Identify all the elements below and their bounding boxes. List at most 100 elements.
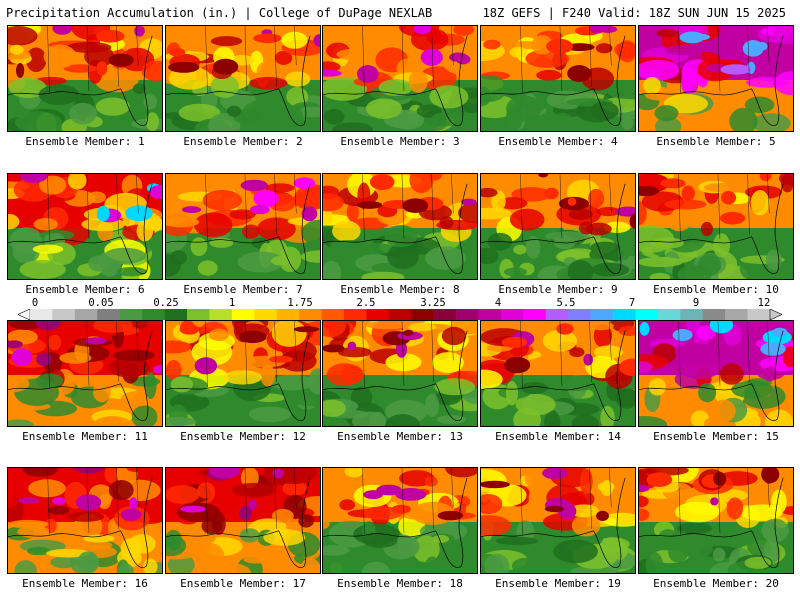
precip-contour: [407, 561, 434, 573]
colorbar-tick-label: 3.25: [420, 297, 446, 309]
heavy-precip-core: [194, 357, 218, 375]
precip-contour: [197, 260, 218, 276]
colorbar-swatch: [52, 309, 76, 320]
coastline: [323, 477, 468, 569]
state-borders: [520, 468, 612, 535]
heavy-precip-core: [18, 497, 39, 504]
heavy-precip-core: [481, 480, 510, 489]
precip-contour: [344, 468, 364, 478]
coastline: [166, 477, 311, 569]
ensemble-member-label: Ensemble Member: 3: [340, 135, 460, 148]
state-borders: [205, 26, 297, 93]
heavy-precip-core: [546, 38, 573, 54]
precipitation-map: [8, 26, 162, 131]
colorbar-swatch: [680, 309, 704, 320]
heavy-precip-core: [679, 31, 705, 44]
precip-contour: [765, 249, 782, 271]
colorbar-swatch: [747, 309, 771, 320]
precip-contour: [8, 26, 38, 46]
heavy-precip-core: [250, 205, 270, 215]
precip-contour: [227, 105, 242, 117]
precip-contour: [594, 345, 623, 360]
heavy-precip-core: [757, 41, 768, 51]
precip-contour: [504, 267, 528, 277]
ensemble-map-panel: [322, 173, 478, 280]
ensemble-member-label: Ensemble Member: 10: [653, 283, 779, 296]
heavy-precip-core: [567, 65, 592, 82]
heavy-precip-core: [449, 52, 468, 62]
heavy-precip-core: [96, 205, 110, 222]
colorbar-swatch: [500, 309, 524, 320]
precipitation-map: [639, 321, 793, 426]
heavy-precip-core: [544, 187, 559, 200]
precip-contour: [553, 539, 598, 564]
precip-contour: [331, 470, 344, 483]
heavy-precip-core: [681, 185, 695, 202]
precip-contour: [681, 539, 713, 558]
precip-contour: [481, 207, 512, 220]
precip-contour: [270, 256, 292, 266]
precip-contour: [760, 321, 774, 328]
precip-contour: [142, 218, 162, 231]
heavy-precip-core: [504, 356, 531, 374]
precip-contour: [38, 84, 80, 106]
precip-contour: [239, 528, 260, 543]
state-borders: [678, 174, 770, 241]
precip-contour: [265, 183, 295, 193]
precip-contour: [668, 216, 690, 232]
precip-contour: [323, 260, 342, 279]
ensemble-map-panel: [165, 320, 321, 427]
heavy-precip-core: [293, 177, 316, 189]
precip-contour: [568, 208, 593, 220]
precip-contour: [542, 329, 578, 352]
precip-contour: [361, 271, 405, 279]
precip-contour: [47, 334, 62, 351]
precip-contour: [67, 174, 87, 190]
precipitation-map: [481, 321, 635, 426]
precip-contour: [365, 321, 411, 330]
heavy-precip-core: [269, 355, 293, 363]
colorbar-swatch: [299, 309, 322, 320]
heavy-precip-core: [74, 468, 105, 474]
ensemble-map-panel: [165, 25, 321, 132]
ensemble-map-panel: [7, 25, 163, 132]
heavy-precip-core: [253, 190, 279, 207]
colorbar-swatch: [366, 309, 390, 320]
precip-contour: [614, 389, 635, 407]
precip-contour: [511, 557, 541, 573]
precip-contour: [453, 26, 475, 36]
precip-contour: [774, 71, 793, 96]
precip-contour: [729, 107, 758, 131]
heavy-precip-core: [357, 65, 379, 83]
precip-contour: [639, 225, 675, 253]
precip-contour: [378, 79, 413, 96]
precip-contour: [103, 247, 147, 264]
precip-contour: [698, 383, 717, 403]
colorbar-tick-label: 7: [628, 297, 636, 309]
precip-contour: [458, 202, 477, 224]
precip-contour: [190, 237, 208, 257]
precip-contour: [391, 110, 425, 130]
precip-contour: [19, 259, 66, 279]
colorbar-tick-label: 0.05: [88, 297, 114, 309]
precip-contour: [481, 494, 503, 515]
ensemble-member-label: Ensemble Member: 16: [22, 577, 148, 590]
heavy-precip-core: [615, 206, 635, 217]
precip-contour: [166, 340, 192, 354]
ensemble-map-panel: [638, 25, 794, 132]
precip-contour: [210, 36, 243, 47]
precip-contour: [208, 112, 241, 131]
precip-contour: [332, 122, 374, 131]
precip-contour: [600, 405, 615, 426]
precipitation-map: [166, 26, 320, 131]
precipitation-map: [166, 321, 320, 426]
heavy-precip-core: [639, 321, 650, 336]
precip-contour: [108, 356, 150, 378]
precip-contour: [141, 468, 162, 481]
heavy-precip-core: [761, 468, 780, 484]
precip-contour: [242, 224, 260, 239]
precip-contour: [339, 499, 355, 511]
heavy-precip-core: [646, 472, 673, 487]
precip-contour: [116, 266, 147, 277]
state-borders: [362, 26, 454, 93]
